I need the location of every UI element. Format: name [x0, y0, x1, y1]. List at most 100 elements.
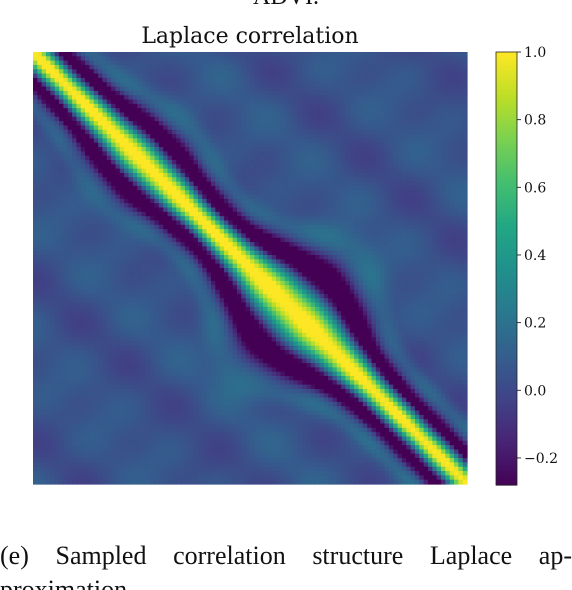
heatmap-cell [163, 220, 169, 226]
heatmap-cell [206, 134, 212, 139]
heatmap-cell [215, 64, 221, 70]
heatmap-cell [215, 242, 221, 247]
heatmap-cell [393, 69, 399, 75]
heatmap-cell [310, 237, 316, 243]
heatmap-cell [223, 77, 229, 83]
heatmap-cell [119, 198, 125, 204]
heatmap-cell [289, 246, 294, 252]
heatmap-cell [115, 160, 121, 165]
heatmap-cell [85, 99, 91, 105]
heatmap-cell [306, 121, 312, 127]
heatmap-cell [380, 198, 386, 204]
heatmap-cell [180, 108, 186, 114]
heatmap-cell [380, 52, 386, 57]
heatmap-cell [33, 211, 38, 217]
heatmap-cell [319, 198, 325, 204]
heatmap-cell [397, 181, 403, 187]
heatmap-cell [332, 125, 338, 131]
heatmap-cell [33, 129, 38, 135]
heatmap-cell [250, 255, 255, 260]
heatmap-cell [358, 207, 364, 213]
heatmap-cell [124, 220, 130, 226]
heatmap-cell [436, 160, 442, 165]
heatmap-cell [414, 211, 420, 217]
heatmap-cell [72, 56, 77, 62]
heatmap-cell [323, 95, 329, 101]
heatmap-cell [440, 203, 446, 209]
heatmap-cell [111, 116, 117, 122]
heatmap-cell [393, 142, 399, 148]
heatmap-cell [332, 194, 338, 200]
heatmap-cell [67, 220, 73, 226]
heatmap-cell [223, 181, 229, 187]
heatmap-cell [267, 108, 273, 114]
heatmap-cell [167, 77, 173, 83]
heatmap-cell [241, 64, 247, 70]
heatmap-cell [80, 198, 86, 204]
heatmap-cell [397, 69, 403, 75]
heatmap-cell [85, 190, 91, 196]
heatmap-cell [163, 168, 169, 174]
heatmap-cell [197, 224, 203, 230]
heatmap-cell [236, 99, 242, 105]
heatmap-cell [310, 181, 316, 187]
heatmap-cell [453, 52, 459, 57]
heatmap-cell [423, 164, 429, 170]
heatmap-cell [145, 60, 151, 66]
heatmap-cell [384, 259, 390, 265]
heatmap-cell [323, 73, 329, 79]
heatmap-cell [137, 129, 143, 135]
heatmap-cell [258, 237, 264, 243]
heatmap-cell [358, 151, 364, 157]
heatmap-cell [232, 233, 238, 239]
heatmap-cell [293, 211, 299, 217]
heatmap-cell [319, 147, 325, 152]
heatmap-cell [197, 181, 203, 187]
heatmap-cell [85, 155, 91, 161]
heatmap-cell [141, 103, 147, 109]
heatmap-cell [167, 216, 173, 222]
heatmap-cell [336, 82, 342, 88]
heatmap-cell [111, 168, 117, 174]
heatmap-cell [336, 77, 342, 83]
heatmap-cell [93, 147, 99, 152]
heatmap-cell [141, 181, 147, 187]
heatmap-cell [111, 155, 117, 161]
heatmap-cell [193, 90, 199, 96]
heatmap-cell [371, 229, 377, 235]
heatmap-cell [289, 138, 294, 144]
heatmap-cell [236, 198, 242, 204]
heatmap-cell [72, 77, 77, 83]
heatmap-cell [393, 177, 399, 183]
heatmap-cell [263, 56, 268, 62]
heatmap-cell [180, 125, 186, 131]
heatmap-cell [54, 147, 60, 152]
heatmap-cell [158, 198, 164, 204]
heatmap-cell [328, 69, 334, 75]
heatmap-cell [228, 160, 234, 165]
heatmap-cell [37, 242, 43, 247]
heatmap-cell [280, 77, 286, 83]
heatmap-cell [145, 233, 151, 239]
heatmap-cell [371, 138, 377, 144]
heatmap-cell [72, 198, 77, 204]
heatmap-cell [111, 90, 117, 96]
heatmap-cell [349, 147, 355, 152]
heatmap-cell [98, 138, 104, 144]
heatmap-cell [271, 60, 277, 66]
heatmap-cell [141, 259, 147, 265]
heatmap-cell [89, 147, 95, 152]
heatmap-cell [72, 263, 77, 269]
heatmap-cell [202, 129, 208, 135]
heatmap-cell [336, 64, 342, 70]
heatmap-cell [449, 103, 455, 109]
heatmap-cell [332, 77, 338, 83]
heatmap-cell [115, 220, 121, 226]
heatmap-cell [271, 233, 277, 239]
heatmap-cell [345, 56, 351, 62]
heatmap-cell [202, 237, 208, 243]
heatmap-cell [462, 250, 468, 256]
heatmap-cell [150, 259, 156, 265]
heatmap-cell [419, 181, 425, 187]
heatmap-cell [171, 198, 177, 204]
